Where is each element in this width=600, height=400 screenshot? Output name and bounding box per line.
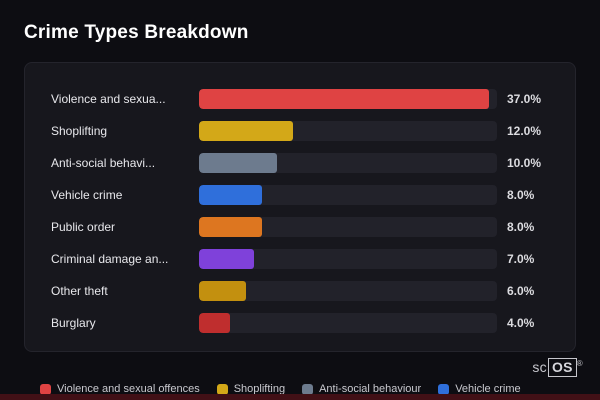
value-label: 7.0%: [507, 252, 535, 266]
bar-row: Violence and sexua... 37.0%: [51, 83, 553, 115]
legend-label: Anti-social behaviour: [319, 383, 422, 395]
bar-track: [199, 153, 497, 173]
chart-legend: Violence and sexual offences Shoplifting A…: [40, 383, 521, 395]
legend-swatch-icon: [438, 383, 450, 395]
legend-swatch-icon: [216, 383, 228, 395]
category-label: Criminal damage an...: [51, 252, 169, 266]
page-title: Crime Types Breakdown: [24, 22, 249, 43]
value-label: 6.0%: [507, 284, 535, 298]
category-label: Violence and sexua...: [51, 92, 166, 106]
bar-row: Burglary 4.0%: [51, 307, 553, 339]
bar-track: [199, 281, 497, 301]
value-label: 4.0%: [507, 316, 535, 330]
bar-row: Public order 8.0%: [51, 211, 553, 243]
bar-row: Other theft 6.0%: [51, 275, 553, 307]
category-label: Shoplifting: [51, 124, 108, 138]
bottom-banner: [0, 394, 600, 400]
category-label: Vehicle crime: [51, 188, 123, 202]
bar-row: Shoplifting 12.0%: [51, 115, 553, 147]
legend-item[interactable]: Violence and sexual offences: [40, 383, 200, 395]
registered-mark: ®: [576, 359, 583, 368]
scos-logo: sc OS ®: [532, 358, 583, 377]
bar-track: [199, 185, 497, 205]
bar-track: [199, 313, 497, 333]
bar-track: [199, 89, 497, 109]
value-label: 37.0%: [507, 92, 542, 106]
scos-logo-prefix: sc: [532, 359, 547, 375]
bar[interactable]: [199, 217, 262, 237]
bar-row: Criminal damage an... 7.0%: [51, 243, 553, 275]
bar-track: [199, 217, 497, 237]
legend-item[interactable]: Shoplifting: [216, 383, 286, 395]
value-label: 12.0%: [507, 124, 542, 138]
value-label: 8.0%: [507, 220, 535, 234]
bar[interactable]: [199, 121, 294, 141]
bar[interactable]: [199, 281, 247, 301]
value-label: 10.0%: [507, 156, 542, 170]
bar-row: Anti-social behavi... 10.0%: [51, 147, 553, 179]
legend-label: Shoplifting: [233, 383, 286, 395]
category-label: Other theft: [51, 284, 108, 298]
legend-swatch-icon: [40, 383, 51, 395]
legend-item[interactable]: Anti-social behaviour: [302, 383, 421, 395]
legend-label: Violence and sexual offences: [57, 383, 200, 395]
chart-card: Violence and sexua... 37.0% Shoplifting 12.…: [24, 62, 576, 352]
category-label: Anti-social behavi...: [51, 156, 156, 170]
category-label: Public order: [51, 220, 116, 234]
bar-track: [199, 121, 497, 141]
bar[interactable]: [199, 313, 231, 333]
legend-label: Vehicle crime: [455, 383, 521, 395]
bar-track: [199, 249, 497, 269]
bar-chart: Violence and sexua... 37.0% Shoplifting 12.…: [51, 83, 553, 339]
bar[interactable]: [199, 153, 278, 173]
scos-logo-box: OS: [547, 358, 577, 377]
bar[interactable]: [199, 249, 254, 269]
value-label: 8.0%: [507, 188, 535, 202]
bar[interactable]: [199, 185, 262, 205]
legend-swatch-icon: [302, 383, 314, 395]
bar[interactable]: [199, 89, 490, 109]
category-label: Burglary: [51, 316, 96, 330]
legend-item[interactable]: Vehicle crime: [438, 383, 521, 395]
bar-row: Vehicle crime 8.0%: [51, 179, 553, 211]
